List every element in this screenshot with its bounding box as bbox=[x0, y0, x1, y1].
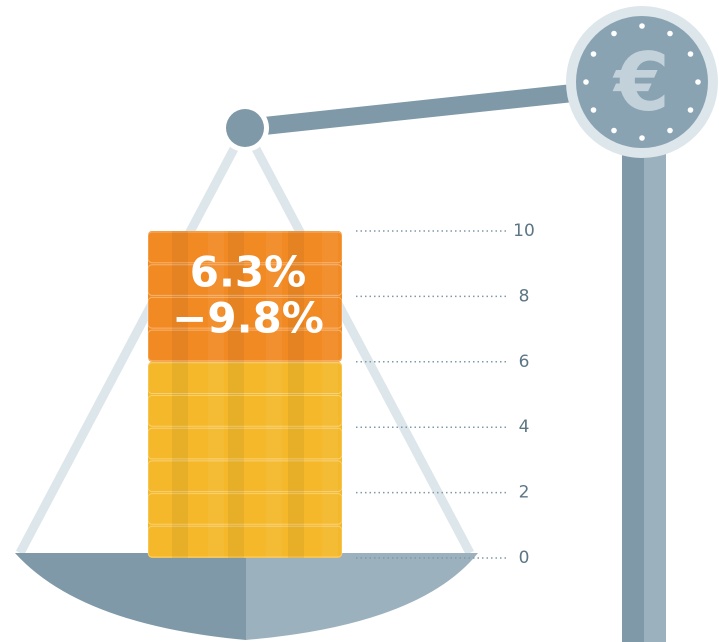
coin-stripe bbox=[266, 362, 282, 558]
y-tick-label: 2 bbox=[519, 483, 530, 503]
coin-stripe bbox=[172, 362, 188, 558]
beam bbox=[245, 88, 620, 128]
coin-stripe bbox=[322, 362, 338, 558]
plot: 0 2 4 6 8 10 6.3%−9.8% bbox=[148, 221, 535, 568]
euro-sign: € bbox=[612, 36, 670, 129]
y-tick-label: 8 bbox=[519, 286, 530, 306]
dot bbox=[688, 107, 694, 113]
annotation: −9.8% bbox=[172, 294, 324, 343]
coin-stripe bbox=[288, 362, 304, 558]
pivot bbox=[226, 109, 264, 147]
coin-stripe bbox=[228, 362, 244, 558]
coin-stripe bbox=[322, 231, 338, 362]
dot bbox=[639, 23, 645, 29]
scale: € bbox=[15, 6, 718, 642]
dot bbox=[639, 135, 645, 141]
y-tick-label: 4 bbox=[519, 417, 530, 437]
dot bbox=[591, 107, 597, 113]
y-tick-label: 0 bbox=[519, 548, 530, 568]
dot bbox=[695, 79, 701, 85]
pan bbox=[15, 553, 246, 640]
y-tick-label: 10 bbox=[513, 221, 535, 241]
y-tick-label: 6 bbox=[519, 352, 530, 372]
dot bbox=[583, 79, 589, 85]
annotation: 6.3% bbox=[190, 248, 306, 297]
dot bbox=[591, 51, 597, 57]
dot bbox=[688, 51, 694, 57]
chart: € 0 2 4 6 8 10 6.3%−9.8% bbox=[0, 0, 719, 642]
pole bbox=[622, 140, 644, 642]
pole bbox=[644, 140, 666, 642]
coin-stripe bbox=[208, 362, 224, 558]
pan bbox=[246, 553, 478, 640]
